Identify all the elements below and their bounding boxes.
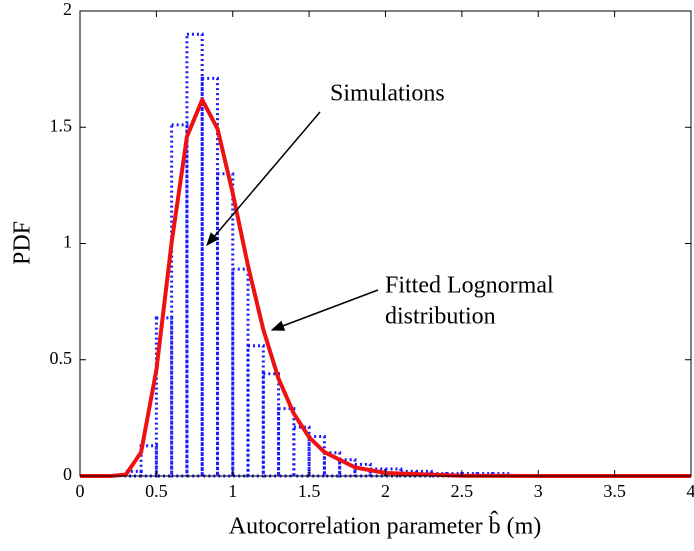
arrow bbox=[270, 289, 379, 331]
histogram-bar bbox=[170, 123, 189, 478]
x-tick-label: 3 bbox=[534, 481, 543, 501]
x-axis-label: Autocorrelation parameter b̂ (m) bbox=[229, 511, 542, 540]
histogram-bar bbox=[246, 344, 265, 478]
x-tick-label: 4 bbox=[687, 481, 694, 501]
y-tick-label: 0.5 bbox=[50, 348, 73, 368]
histogram-bar bbox=[307, 434, 326, 478]
x-tick-label: 1.5 bbox=[298, 481, 321, 501]
y-tick-label: 0 bbox=[63, 464, 72, 484]
y-axis-label: PDF bbox=[10, 221, 36, 265]
histogram-bar bbox=[231, 267, 250, 478]
histogram-bar bbox=[185, 32, 204, 478]
y-tick-label: 1.5 bbox=[50, 115, 73, 135]
x-tick-label: 0.5 bbox=[145, 481, 168, 501]
x-tick-label: 1 bbox=[228, 481, 237, 501]
annotation: distribution bbox=[385, 304, 496, 330]
annotation: Fitted Lognormal bbox=[385, 273, 554, 299]
x-tick-label: 3.5 bbox=[603, 481, 626, 501]
x-tick-label: 2 bbox=[381, 481, 390, 501]
histogram-bar bbox=[368, 467, 388, 478]
x-tick-label: 2.5 bbox=[451, 481, 474, 501]
fit-curve bbox=[80, 97, 691, 478]
histogram-bar bbox=[139, 444, 158, 478]
y-tick-label: 2 bbox=[63, 0, 72, 19]
arrow bbox=[206, 111, 321, 247]
annotation: Simulations bbox=[330, 81, 445, 107]
x-tick-label: 0 bbox=[76, 481, 85, 501]
y-tick-label: 1 bbox=[63, 232, 72, 252]
